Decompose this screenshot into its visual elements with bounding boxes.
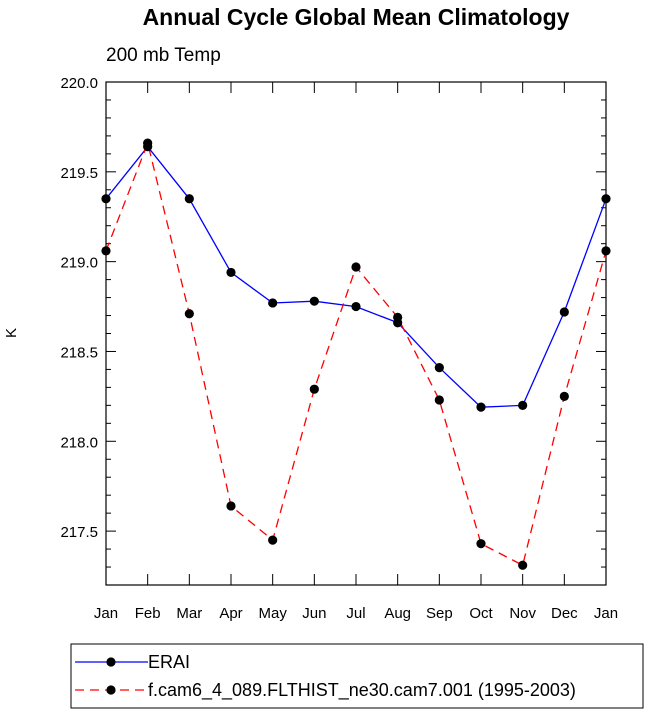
- data-point: [434, 395, 444, 405]
- x-tick-label: Jan: [94, 605, 118, 622]
- data-point: [351, 301, 361, 312]
- y-tick-label: 218.0: [60, 434, 98, 451]
- axis-ticks: [105, 81, 607, 586]
- plot-frame: [105, 81, 607, 586]
- data-point: [184, 194, 194, 204]
- data-point: [476, 402, 486, 412]
- y-tick-label: 219.5: [60, 165, 98, 182]
- data-point: [518, 400, 528, 410]
- legend-label-1: f.cam6_4_089.FLTHIST_ne30.cam7.001 (1995…: [148, 680, 576, 701]
- data-point: [309, 384, 319, 394]
- data-point: [226, 501, 236, 511]
- data-point: [434, 363, 444, 373]
- data-point: [268, 298, 278, 308]
- legend: ERAI f.cam6_4_089.FLTHIST_ne30.cam7.001 (…: [75, 652, 576, 701]
- legend-marker-0: [106, 657, 116, 667]
- data-point: [476, 539, 486, 549]
- x-tick-label: Sep: [426, 605, 453, 622]
- x-tick-label: Mar: [176, 605, 202, 622]
- x-tick-label: May: [258, 605, 287, 622]
- x-tick-label: Jan: [594, 605, 618, 622]
- x-tick-label: Aug: [384, 605, 411, 622]
- series-line-0: [105, 145, 607, 408]
- series-markers: [101, 138, 611, 570]
- series-lines: [105, 140, 607, 567]
- data-point: [559, 391, 569, 401]
- data-point: [143, 138, 153, 148]
- x-tick-label: Jul: [346, 605, 365, 622]
- chart-title: Annual Cycle Global Mean Climatology: [143, 4, 570, 30]
- data-point: [351, 262, 361, 272]
- y-tick-label: 219.0: [60, 255, 98, 272]
- x-tick-label: Dec: [551, 605, 578, 622]
- chart-subtitle: 200 mb Temp: [106, 45, 221, 66]
- data-point: [268, 535, 278, 545]
- y-tick-label: 220.0: [60, 75, 98, 92]
- x-tick-label: Jun: [302, 605, 326, 622]
- y-tick-label: 217.5: [60, 524, 98, 541]
- data-point: [393, 312, 403, 322]
- y-axis-label: K: [3, 328, 20, 338]
- data-point: [518, 560, 528, 570]
- data-point: [559, 307, 569, 317]
- legend-box: [70, 643, 644, 709]
- tick-labels: Jan Feb Mar Apr May Jun Jul Aug Sep Oct Nov Dec Jan 2…: [60, 75, 618, 622]
- y-tick-label: 218.5: [60, 344, 98, 361]
- legend-marker-1: [106, 685, 116, 695]
- series-line-1: [105, 140, 607, 567]
- x-tick-label: Feb: [135, 605, 161, 622]
- x-tick-label: Nov: [509, 605, 536, 622]
- x-tick-label: Oct: [469, 605, 493, 622]
- legend-label-0: ERAI: [148, 652, 190, 672]
- data-point: [226, 267, 236, 278]
- data-point: [184, 309, 194, 319]
- x-tick-label: Apr: [219, 605, 242, 622]
- data-point: [309, 296, 319, 306]
